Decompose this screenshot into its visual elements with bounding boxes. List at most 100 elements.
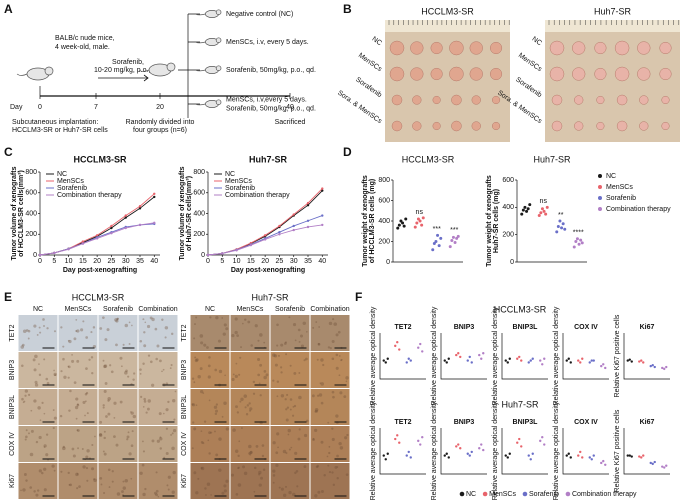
- data-point: [520, 445, 523, 448]
- cell: [25, 435, 28, 439]
- data-point: [665, 464, 668, 467]
- cell: [75, 397, 79, 401]
- cell: [91, 371, 94, 375]
- ihc-row: TET2: [9, 324, 16, 341]
- y-axis-label: Relative Ki67 positive cells: [614, 409, 621, 492]
- cell: [276, 395, 279, 398]
- cell: [174, 390, 177, 393]
- cell: [59, 414, 63, 418]
- data-point: [561, 222, 565, 226]
- cell: [20, 489, 22, 492]
- cell: [258, 483, 262, 487]
- ihc-image: [58, 426, 98, 462]
- legend-label: NC: [57, 171, 67, 178]
- cell: [170, 433, 173, 436]
- cell: [222, 332, 226, 336]
- data-point: [455, 353, 458, 357]
- data-point: [445, 452, 448, 455]
- data-point: [470, 450, 473, 454]
- photo-row-label: MenSCs: [357, 52, 383, 73]
- data-point: [526, 207, 530, 211]
- cell: [240, 397, 244, 401]
- cell: [237, 483, 242, 487]
- cell: [39, 419, 42, 422]
- cell: [327, 464, 330, 467]
- tumor: [594, 41, 607, 55]
- cell: [142, 406, 145, 408]
- tumor: [661, 121, 670, 131]
- data-point: [399, 219, 403, 223]
- data-point: [592, 454, 595, 457]
- legend-label: MenSCs: [606, 184, 633, 191]
- cell: [192, 421, 195, 424]
- data-point: [575, 237, 579, 241]
- data-point: [110, 226, 113, 230]
- cell: [332, 483, 336, 487]
- cell: [139, 368, 142, 371]
- panel-label: F: [355, 290, 362, 304]
- data-point: [640, 359, 643, 362]
- y-tick-label: 0: [386, 259, 390, 266]
- data-point: [531, 452, 534, 455]
- data-point: [565, 359, 568, 362]
- y-tick-label: 800: [378, 177, 390, 184]
- cell: [128, 321, 131, 324]
- x-tick-label: 15: [247, 258, 255, 265]
- x-tick-label: 40: [318, 258, 326, 265]
- data-point: [110, 232, 113, 235]
- panel-label: A: [4, 2, 13, 16]
- cell: [103, 364, 107, 369]
- cell: [122, 494, 124, 496]
- significance: **: [558, 212, 564, 219]
- cell: [173, 418, 176, 421]
- cell: [252, 380, 256, 384]
- y-axis-label: Relative average optical density: [370, 306, 377, 405]
- legend-swatch: [598, 185, 602, 189]
- legend-label: MenSCs: [489, 491, 516, 498]
- cell: [339, 446, 344, 450]
- cell: [331, 471, 334, 474]
- photo-row-label: Sorafenib: [514, 76, 543, 99]
- ihc-image: [230, 426, 270, 462]
- cell: [329, 347, 332, 350]
- legend-swatch: [459, 491, 465, 497]
- cell: [53, 416, 57, 420]
- schematic-text: BALB/c nude mice,: [55, 35, 115, 42]
- ihc-image: [98, 426, 138, 462]
- cell: [155, 357, 158, 361]
- mouse-tail: [195, 103, 206, 106]
- ihc-row: BNIP3: [181, 360, 188, 380]
- data-point: [482, 448, 485, 452]
- data-point: [447, 357, 450, 360]
- data-point: [626, 454, 629, 457]
- legend-label: Sorafenib: [57, 185, 87, 192]
- cell: [24, 438, 27, 441]
- cell: [151, 317, 155, 322]
- data-point: [653, 460, 656, 464]
- ihc-image: [18, 389, 58, 425]
- ihc-column: Sorafenib: [275, 306, 305, 313]
- data-point: [110, 224, 113, 228]
- axis: [623, 428, 670, 475]
- cell: [125, 369, 128, 373]
- cell: [105, 415, 108, 418]
- cell: [280, 343, 284, 347]
- legend-label: MenSCs: [225, 178, 252, 185]
- cell: [257, 373, 261, 377]
- cell: [288, 448, 291, 451]
- y-tick-label: 400: [193, 210, 205, 217]
- mouse-icon: [166, 62, 176, 72]
- ihc-image: [230, 352, 270, 388]
- cell: [143, 400, 147, 403]
- cell: [38, 469, 42, 473]
- y-axis-label: of HCCLM3-SR cells (mg): [369, 179, 376, 263]
- cell: [247, 320, 251, 324]
- data-point: [431, 248, 435, 252]
- cell: [239, 356, 242, 359]
- x-tick-label: 35: [136, 258, 144, 265]
- cell: [24, 389, 28, 393]
- data-point: [581, 357, 584, 360]
- cell: [312, 438, 315, 441]
- cell: [171, 490, 175, 494]
- schematic-text: Day: [10, 104, 23, 111]
